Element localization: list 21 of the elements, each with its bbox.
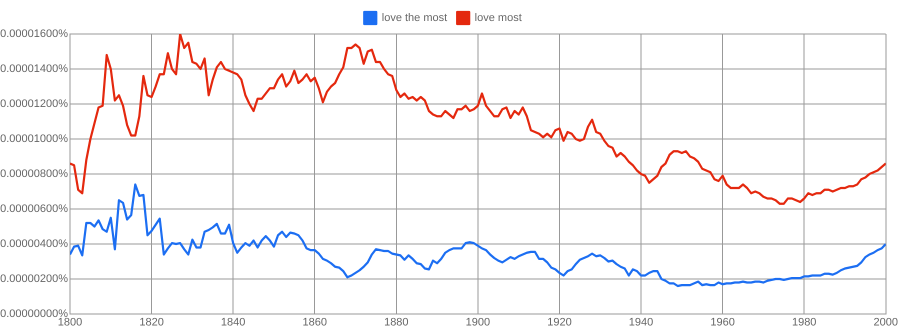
- x-tick-label: 1860: [302, 316, 327, 329]
- x-tick-label: 1820: [139, 316, 164, 329]
- x-tick-label: 1960: [710, 316, 735, 329]
- y-tick-label: 0.00000200%: [0, 273, 68, 286]
- x-tick-label: 1880: [384, 316, 409, 329]
- y-tick-label: 0.00001200%: [0, 98, 68, 110]
- y-tick-label: 0.00000600%: [0, 203, 68, 216]
- y-tick-label: 0.00000400%: [0, 238, 68, 250]
- x-tick-label: 1980: [792, 316, 816, 329]
- y-tick-label: 0.00001600%: [0, 28, 68, 40]
- x-tick-label: 1920: [547, 316, 572, 329]
- x-tick-label: 1840: [220, 316, 246, 329]
- y-tick-label: 0.00001400%: [0, 63, 68, 76]
- x-tick-label: 1800: [58, 316, 82, 329]
- y-tick-label: 0.00000800%: [0, 168, 68, 180]
- legend-label: love most: [474, 12, 522, 24]
- x-tick-label: 2000: [874, 316, 898, 329]
- legend-label: love the most: [382, 12, 448, 24]
- x-tick-label: 1900: [466, 316, 490, 329]
- y-tick-label: 0.00001000%: [0, 133, 68, 146]
- x-tick-label: 1940: [628, 316, 654, 329]
